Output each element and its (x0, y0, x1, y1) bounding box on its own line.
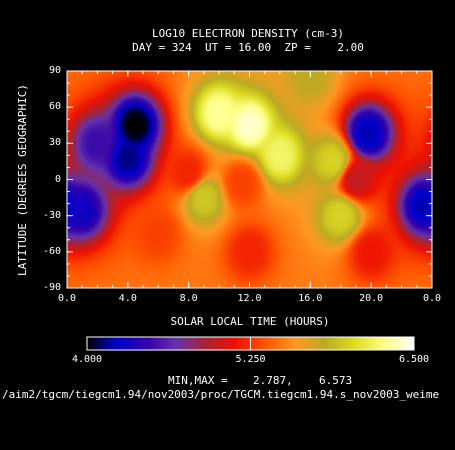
min-value: 2.787, (253, 374, 293, 387)
x-tick-label: 0.0 (422, 293, 442, 304)
x-tick-label: 12.0 (237, 293, 262, 304)
y-tick-label: 60 (48, 101, 61, 113)
chart-subtitle: DAY = 324 UT = 16.00 ZP = 2.00 (132, 41, 364, 54)
x-tick-label: 0.0 (57, 293, 77, 304)
colorbar-tick-label: 5.250 (235, 354, 266, 365)
y-axis-label: LATITUDE (DEGREES GEOGRAPHIC) (16, 83, 29, 277)
y-tick-label: -90 (42, 282, 61, 293)
y-tick-label: 30 (48, 137, 61, 149)
heatmap-image (67, 71, 432, 288)
x-axis-label: SOLAR LOCAL TIME (HOURS) (170, 315, 330, 328)
y-tick-label: -30 (42, 209, 61, 221)
colorbar-tick-label: 6.500 (398, 354, 430, 365)
footer-file-path: /aim2/tgcm/tiegcm1.94/nov2003/proc/TGCM.… (2, 388, 440, 401)
x-tick-label: 16.0 (298, 293, 323, 304)
axis-ticks (66, 70, 433, 350)
min-max-label: MIN,MAX = (168, 374, 228, 387)
max-value: 6.573 (319, 374, 353, 387)
y-tick-label: 90 (48, 65, 61, 76)
x-tick-label: 8.0 (179, 293, 198, 304)
chart-title: LOG10 ELECTRON DENSITY (cm-3) (151, 27, 345, 40)
x-tick-label: 4.0 (118, 293, 137, 304)
y-tick-label: -60 (42, 245, 61, 257)
y-tick-label: 0 (54, 173, 61, 185)
colorbar-tick-label: 4.000 (71, 354, 103, 365)
x-tick-label: 20.0 (359, 293, 384, 304)
